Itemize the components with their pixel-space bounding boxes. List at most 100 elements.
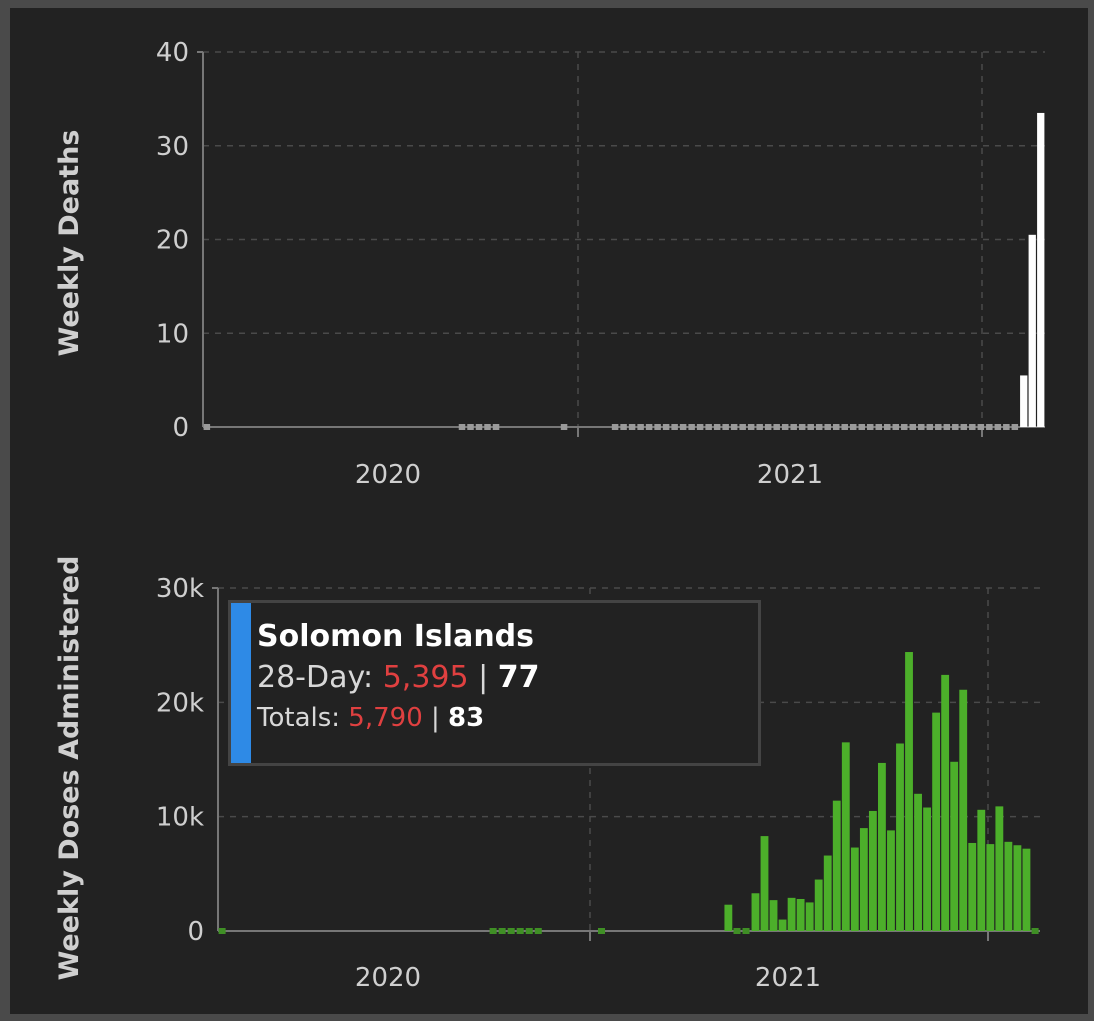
doses-bar bbox=[724, 904, 733, 931]
tooltip-accent-bar bbox=[231, 603, 251, 763]
deaths-zero-marker bbox=[798, 424, 806, 430]
deaths-zero-marker bbox=[654, 424, 661, 430]
deaths-y-tick-label: 30 bbox=[156, 132, 189, 162]
deaths-zero-marker bbox=[492, 424, 500, 430]
deaths-bar bbox=[1028, 234, 1036, 427]
country-tooltip: Solomon Islands 28-Day: 5,395 | 77 Total… bbox=[228, 600, 761, 766]
doses-bar bbox=[932, 712, 941, 931]
doses-bar bbox=[841, 742, 850, 931]
charts-canvas: 0 10 20 30 40 2020 2021 Weekly Deaths 0 10k 20k 30k… bbox=[54, 38, 1045, 993]
doses-zero-marker bbox=[742, 928, 750, 934]
doses-bar bbox=[968, 842, 977, 931]
doses-bar bbox=[796, 898, 805, 931]
deaths-zero-marker bbox=[747, 424, 755, 430]
deaths-y-tick-label: 10 bbox=[156, 319, 189, 349]
deaths-zero-marker bbox=[1003, 424, 1010, 430]
deaths-zero-marker bbox=[892, 424, 900, 430]
doses-bar bbox=[887, 830, 895, 931]
deaths-zero-marker bbox=[832, 424, 840, 430]
deaths-bar bbox=[1037, 112, 1045, 427]
deaths-y-tick-label: 0 bbox=[172, 413, 189, 443]
tooltip-totals-deaths: 83 bbox=[448, 703, 485, 733]
doses-bar bbox=[1004, 841, 1013, 931]
doses-bar bbox=[896, 743, 904, 931]
doses-bar bbox=[823, 855, 832, 931]
deaths-zero-marker bbox=[858, 424, 865, 430]
doses-zero-marker bbox=[525, 928, 533, 934]
tooltip-totals-doses: 5,790 bbox=[348, 703, 423, 733]
deaths-zero-marker bbox=[628, 424, 636, 430]
deaths-zero-marker bbox=[467, 424, 474, 430]
doses-x-tick-label: 2021 bbox=[755, 963, 821, 993]
deaths-zero-marker bbox=[696, 424, 704, 430]
doses-bar bbox=[787, 897, 796, 931]
deaths-zero-marker bbox=[688, 424, 695, 430]
deaths-zero-marker bbox=[866, 424, 874, 430]
tooltip-totals-separator: | bbox=[422, 703, 449, 733]
deaths-zero-marker bbox=[722, 424, 729, 430]
deaths-zero-marker bbox=[713, 424, 721, 430]
deaths-zero-marker bbox=[679, 424, 687, 430]
deaths-zero-marker bbox=[918, 424, 925, 430]
doses-bar bbox=[814, 879, 823, 931]
deaths-zero-marker bbox=[1011, 424, 1019, 430]
deaths-x-tick-label: 2021 bbox=[757, 460, 823, 490]
deaths-zero-marker bbox=[935, 424, 942, 430]
doses-zero-marker bbox=[1031, 928, 1039, 934]
doses-bar bbox=[832, 800, 841, 931]
doses-bar bbox=[751, 893, 760, 931]
deaths-y-tick-label: 40 bbox=[156, 38, 189, 68]
doses-y-axis-label: Weekly Doses Administered bbox=[54, 556, 85, 981]
doses-bar bbox=[778, 919, 787, 931]
deaths-zero-marker bbox=[926, 424, 934, 430]
doses-zero-marker bbox=[516, 928, 524, 934]
deaths-zero-marker bbox=[994, 424, 1002, 430]
tooltip-28day-doses: 5,395 bbox=[382, 660, 469, 695]
doses-bar bbox=[959, 689, 968, 931]
deaths-zero-marker bbox=[781, 424, 789, 430]
deaths-zero-marker bbox=[730, 424, 738, 430]
deaths-y-tick-label: 20 bbox=[156, 226, 189, 256]
doses-zero-marker bbox=[498, 928, 506, 934]
chart-panel: 0 10 20 30 40 2020 2021 Weekly Deaths 0 10k 20k 30k… bbox=[10, 8, 1088, 1014]
doses-bar bbox=[1022, 848, 1031, 931]
tooltip-body: Solomon Islands 28-Day: 5,395 | 77 Total… bbox=[257, 617, 540, 737]
deaths-zero-marker bbox=[977, 424, 985, 430]
deaths-zero-marker bbox=[671, 424, 678, 430]
deaths-x-tick-label: 2020 bbox=[355, 460, 421, 490]
deaths-zero-marker bbox=[952, 424, 959, 430]
doses-bar bbox=[986, 844, 995, 931]
deaths-zero-marker bbox=[662, 424, 670, 430]
doses-y-tick-label: 0 bbox=[187, 917, 204, 947]
doses-bar bbox=[850, 847, 859, 931]
deaths-zero-marker bbox=[943, 424, 951, 430]
doses-bar bbox=[905, 652, 913, 931]
doses-zero-marker bbox=[489, 928, 497, 934]
doses-bar bbox=[914, 793, 922, 931]
deaths-zero-marker bbox=[841, 424, 848, 430]
doses-bar bbox=[950, 761, 959, 931]
deaths-zero-marker bbox=[901, 424, 908, 430]
deaths-zero-marker bbox=[620, 424, 627, 430]
deaths-zero-marker bbox=[739, 424, 746, 430]
deaths-zero-marker bbox=[849, 424, 857, 430]
deaths-zero-marker bbox=[484, 424, 491, 430]
deaths-zero-marker bbox=[884, 424, 891, 430]
tooltip-28day-label: 28-Day: bbox=[257, 660, 383, 695]
deaths-zero-marker bbox=[790, 424, 797, 430]
deaths-zero-marker bbox=[909, 424, 917, 430]
deaths-zero-marker bbox=[756, 424, 763, 430]
tooltip-28day-line: 28-Day: 5,395 | 77 bbox=[257, 657, 540, 699]
deaths-zero-marker bbox=[807, 424, 814, 430]
tooltip-totals-label: Totals: bbox=[257, 703, 349, 733]
tooltip-totals-line: Totals: 5,790 | 83 bbox=[257, 699, 540, 737]
doses-zero-marker bbox=[534, 928, 542, 934]
deaths-zero-marker bbox=[203, 424, 211, 430]
deaths-zero-marker bbox=[764, 424, 772, 430]
doses-bar bbox=[995, 806, 1004, 931]
deaths-zero-marker bbox=[824, 424, 831, 430]
deaths-zero-marker bbox=[645, 424, 653, 430]
tooltip-title: Solomon Islands bbox=[257, 619, 535, 654]
doses-y-tick-label: 20k bbox=[156, 688, 204, 718]
doses-y-tick-label: 30k bbox=[156, 574, 204, 604]
